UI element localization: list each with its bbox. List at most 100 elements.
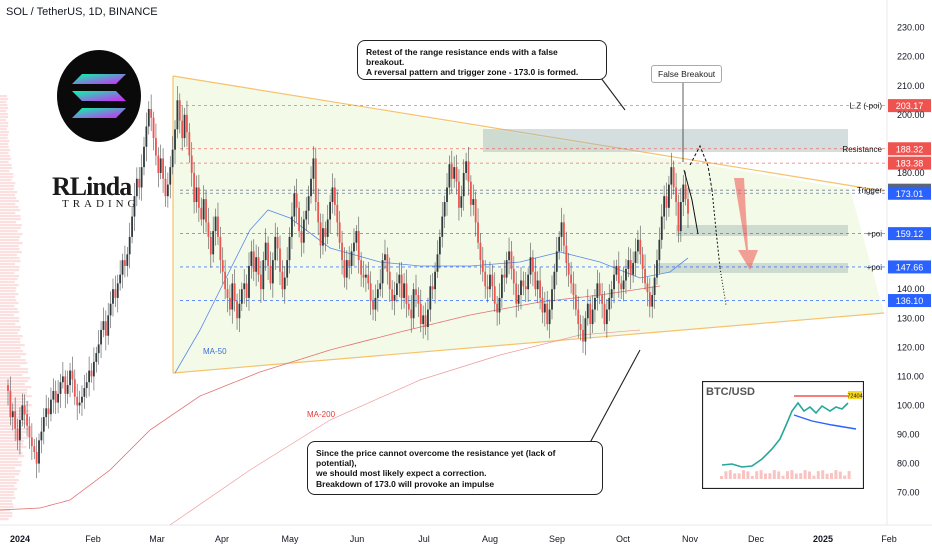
candle-body (434, 271, 436, 290)
candle-body (19, 419, 21, 441)
candle-body (555, 251, 558, 272)
volume-bar (0, 314, 15, 317)
candle-body (300, 231, 303, 243)
candle-body (386, 254, 389, 272)
candle-body (403, 283, 405, 298)
candle-body (591, 309, 594, 325)
candle-body (651, 295, 654, 307)
candle-body (486, 286, 489, 290)
volume-bar (0, 338, 21, 341)
volume-bar (0, 386, 32, 389)
candle-body (367, 274, 370, 284)
candles (7, 86, 689, 479)
candle-body (302, 219, 305, 243)
volume-bar (0, 464, 22, 467)
candle-body (510, 251, 513, 269)
candle-body (298, 207, 300, 232)
candle-body (529, 257, 532, 275)
inset-volume-bar (728, 470, 732, 479)
candle-body (322, 228, 324, 246)
candle-body (646, 283, 649, 293)
candle-body (124, 260, 126, 266)
inset-volume-bar (821, 470, 825, 479)
x-tick-label: Apr (215, 534, 229, 544)
candle-body (474, 199, 477, 223)
volume-bar (0, 500, 13, 503)
candle-body (279, 248, 281, 272)
volume-bar (0, 347, 21, 350)
candle-body (589, 303, 592, 325)
volume-bar (0, 368, 29, 371)
candle-body (66, 385, 69, 394)
y-tick-label: 210.00 (897, 81, 925, 91)
inset-volume-bar (794, 473, 798, 479)
volume-bar (0, 311, 19, 314)
candle-body (319, 222, 322, 246)
candle-body (670, 167, 673, 185)
candle-body (648, 292, 651, 307)
price-tag-value: 136.10 (896, 296, 924, 306)
candle-body (143, 146, 145, 168)
candle-body (205, 199, 207, 223)
candle-body (522, 280, 525, 287)
volume-bar (0, 230, 18, 233)
candle-body (625, 268, 627, 281)
ma200-lower-line (169, 329, 641, 526)
poi-zone-upper (676, 225, 848, 236)
solana-logo-icon (57, 50, 141, 142)
volume-bar (0, 104, 8, 107)
candle-body (90, 370, 93, 377)
candle-body (543, 303, 546, 313)
volume-bar (0, 443, 24, 446)
level-label: L.Z (-poi) (850, 102, 883, 111)
candle-body (271, 260, 274, 284)
volume-bar (0, 488, 18, 491)
candle-body (381, 260, 384, 284)
volume-bar (0, 215, 21, 218)
x-tick-label: 2025 (813, 534, 833, 544)
inset-volume-bar (834, 470, 838, 479)
volume-bar (0, 218, 21, 221)
candle-body (83, 388, 86, 397)
candle-body (183, 114, 186, 139)
candle-body (126, 254, 129, 266)
volume-bar (0, 452, 23, 455)
range-triangle-fill (173, 76, 884, 373)
candle-body (484, 271, 487, 287)
candle-body (520, 280, 522, 296)
volume-bar (0, 116, 9, 119)
volume-bar (0, 158, 12, 161)
volume-bar (0, 242, 23, 245)
volume-bar (0, 434, 24, 437)
volume-bar (0, 380, 29, 383)
candle-body (281, 271, 284, 290)
ma200-label: MA-200 (307, 410, 336, 419)
candle-body (291, 216, 293, 237)
candle-body (577, 309, 580, 325)
candle-body (286, 260, 289, 278)
symbol-header[interactable]: SOL / TetherUS, 1D, BINANCE (6, 6, 158, 18)
candle-body (462, 172, 465, 197)
candle-body (682, 184, 685, 203)
candle-body (479, 242, 482, 261)
volume-bar (0, 491, 15, 494)
candle-body (391, 289, 394, 301)
candle-body (140, 167, 143, 188)
inset-volume-bar (750, 475, 754, 479)
volume-bar (0, 212, 16, 215)
volume-bar (0, 470, 21, 473)
candle-body (517, 295, 520, 304)
ma50-label: MA-50 (203, 347, 227, 356)
volume-bar (0, 467, 16, 470)
candle-body (150, 109, 153, 118)
volume-bar (0, 107, 9, 110)
y-tick-label: 200.00 (897, 110, 925, 120)
candle-body (343, 260, 346, 278)
price-tag-value: 159.12 (896, 229, 924, 239)
candle-body (644, 268, 646, 284)
candle-body (92, 361, 95, 377)
candle-body (138, 178, 141, 188)
bottom-callout: Since the price cannot overcome the resi… (307, 441, 603, 495)
candle-body (155, 138, 157, 156)
